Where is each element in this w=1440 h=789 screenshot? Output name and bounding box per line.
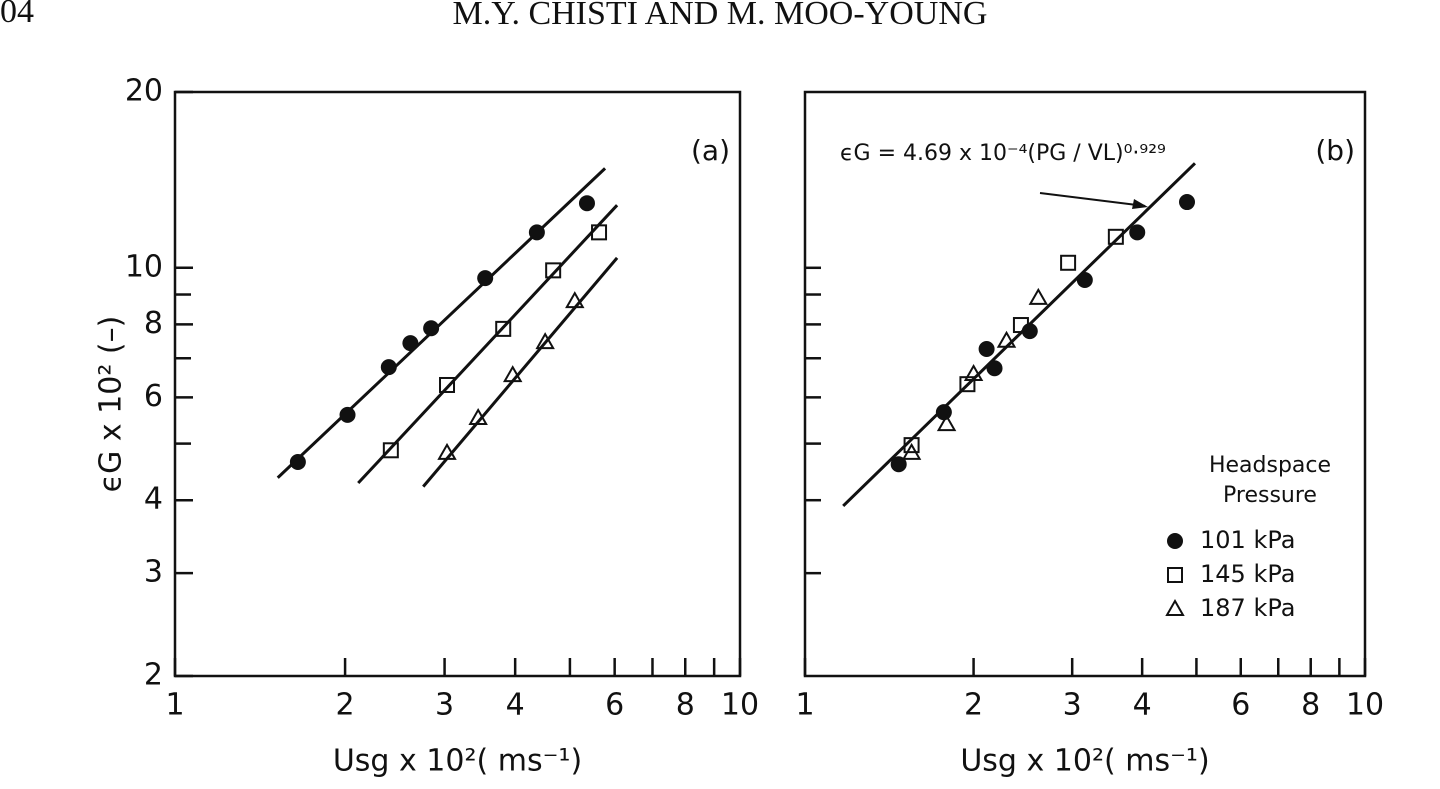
marker-circle bbox=[423, 320, 440, 337]
fit-line bbox=[357, 204, 619, 485]
marker-square bbox=[591, 224, 608, 241]
y-tick-label: 6 bbox=[144, 379, 163, 414]
marker-square bbox=[382, 442, 399, 459]
marker-circle bbox=[890, 456, 907, 473]
marker-square bbox=[1107, 228, 1124, 245]
page-number: 04 bbox=[0, 0, 34, 30]
x-tick-label: 4 bbox=[1133, 688, 1152, 723]
fit-line bbox=[422, 256, 619, 488]
y-tick-label: 10 bbox=[125, 249, 163, 284]
legend-label: 187 kPa bbox=[1200, 594, 1295, 622]
y-tick-label: 4 bbox=[144, 482, 163, 517]
x-tick-label: 1 bbox=[165, 688, 184, 723]
y-tick-label: 20 bbox=[125, 74, 163, 109]
marker-circle bbox=[402, 335, 419, 352]
legend-title: Pressure bbox=[1223, 483, 1317, 508]
annotation-arrowhead bbox=[1132, 199, 1148, 209]
y-tick-label: 3 bbox=[144, 555, 163, 590]
marker-square bbox=[903, 437, 920, 454]
marker-square bbox=[1012, 317, 1029, 334]
legend-title: Headspace bbox=[1209, 453, 1331, 478]
marker-square bbox=[495, 320, 512, 337]
marker-triangle bbox=[502, 365, 523, 383]
marker-triangle bbox=[936, 414, 957, 432]
axes-frame bbox=[173, 90, 742, 678]
panel-label: (a) bbox=[691, 134, 730, 167]
marker-circle bbox=[477, 270, 494, 287]
marker-triangle bbox=[996, 330, 1017, 348]
legend-marker bbox=[1167, 533, 1183, 549]
marker-circle bbox=[978, 341, 995, 358]
y-tick-label: 8 bbox=[144, 306, 163, 341]
marker-square bbox=[1060, 254, 1077, 271]
annotation-arrow bbox=[1039, 192, 1146, 207]
marker-circle bbox=[1076, 272, 1093, 289]
marker-circle bbox=[528, 224, 545, 241]
x-tick-label: 8 bbox=[676, 688, 695, 723]
running-title: M.Y. CHISTI AND M. MOO-YOUNG bbox=[453, 0, 988, 32]
marker-triangle bbox=[565, 291, 585, 309]
fit-line bbox=[276, 167, 607, 479]
legend-label: 101 kPa bbox=[1200, 526, 1295, 554]
marker-circle bbox=[935, 404, 952, 421]
x-tick-label: 8 bbox=[1301, 688, 1320, 723]
axes-frame bbox=[803, 90, 1367, 678]
x-tick-label: 6 bbox=[605, 688, 624, 723]
marker-circle bbox=[1021, 323, 1038, 340]
x-tick-label: 3 bbox=[1063, 688, 1082, 723]
x-axis-label: Usg x 10²( ms⁻¹) bbox=[333, 744, 582, 779]
marker-circle bbox=[986, 360, 1003, 377]
marker-square bbox=[545, 262, 562, 279]
marker-triangle bbox=[468, 408, 488, 426]
x-tick-label: 6 bbox=[1231, 688, 1250, 723]
x-tick-label: 1 bbox=[795, 688, 814, 723]
marker-circle bbox=[289, 454, 306, 471]
legend-marker bbox=[1165, 598, 1185, 616]
marker-circle bbox=[1129, 224, 1146, 241]
marker-triangle bbox=[535, 332, 555, 350]
marker-triangle bbox=[1028, 287, 1049, 305]
x-tick-label: 2 bbox=[964, 688, 983, 723]
marker-triangle bbox=[963, 363, 984, 381]
x-tick-label: 4 bbox=[506, 688, 525, 723]
legend-label: 145 kPa bbox=[1200, 560, 1295, 588]
marker-square bbox=[439, 376, 456, 393]
marker-circle bbox=[578, 195, 595, 212]
x-tick-label: 2 bbox=[336, 688, 355, 723]
equation-annotation: ϵG = 4.69 x 10⁻⁴(PG / VL)⁰·⁹²⁹ bbox=[840, 141, 1166, 166]
x-axis-label: Usg x 10²( ms⁻¹) bbox=[960, 744, 1209, 779]
x-tick-label: 10 bbox=[1346, 688, 1384, 723]
legend-marker bbox=[1167, 567, 1183, 583]
x-tick-label: 3 bbox=[435, 688, 454, 723]
marker-triangle bbox=[901, 442, 922, 460]
fit-line bbox=[842, 162, 1197, 508]
y-axis-label: ϵG x 10² (–) bbox=[94, 316, 129, 493]
x-tick-label: 10 bbox=[721, 688, 759, 723]
panel-label: (b) bbox=[1315, 134, 1355, 167]
marker-triangle bbox=[437, 442, 457, 460]
marker-circle bbox=[1179, 194, 1196, 211]
marker-circle bbox=[380, 359, 397, 376]
marker-circle bbox=[339, 406, 356, 423]
y-tick-label: 2 bbox=[144, 658, 163, 693]
